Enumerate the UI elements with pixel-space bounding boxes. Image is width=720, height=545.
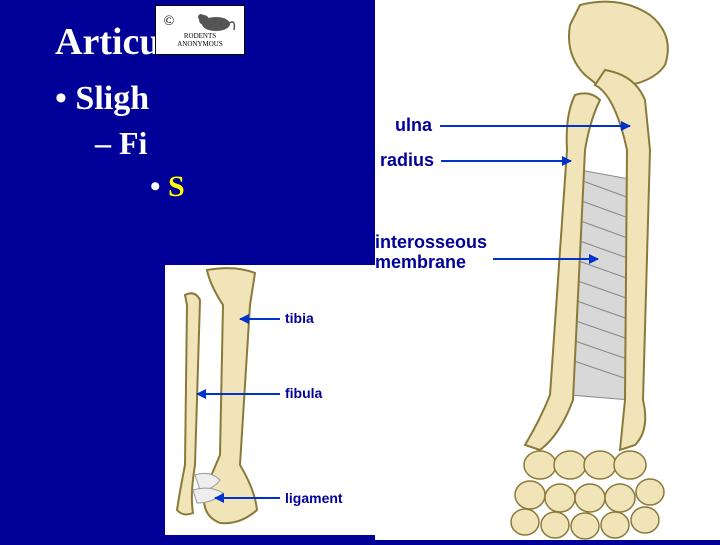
label-membrane-1: interosseous bbox=[375, 232, 487, 253]
bullet-l3-text: S bbox=[161, 170, 185, 203]
logo-text-2: ANONYMOUS bbox=[177, 40, 223, 48]
arrow-ligament bbox=[215, 497, 280, 499]
arrow-fibula bbox=[197, 393, 280, 395]
arrow-radius bbox=[441, 160, 571, 162]
label-radius: radius bbox=[380, 150, 434, 171]
bullet-level-1: • Sligh bbox=[55, 80, 149, 118]
label-membrane-2: membrane bbox=[375, 252, 466, 273]
bullet-level-2: – Fi bbox=[95, 125, 147, 162]
bullet-dot: • bbox=[150, 170, 161, 203]
watermark-logo: © RODENTS ANONYMOUS bbox=[155, 5, 245, 55]
forearm-diagram: ulna radius interosseous membrane bbox=[375, 0, 720, 540]
lowerleg-svg bbox=[165, 265, 375, 535]
label-ulna: ulna bbox=[395, 115, 432, 136]
label-ligament: ligament bbox=[285, 490, 343, 506]
slide-title: Articu bbox=[55, 20, 161, 64]
mouse-icon bbox=[176, 12, 236, 32]
lowerleg-diagram: tibia fibula ligament bbox=[165, 265, 375, 535]
arrow-tibia bbox=[240, 318, 280, 320]
copyright-symbol: © bbox=[164, 14, 175, 30]
label-fibula: fibula bbox=[285, 385, 322, 401]
arrow-ulna bbox=[440, 125, 630, 127]
arrow-membrane bbox=[493, 258, 598, 260]
logo-text-1: RODENTS bbox=[184, 32, 216, 40]
bullet-level-3: • S bbox=[150, 170, 185, 204]
label-tibia: tibia bbox=[285, 310, 314, 326]
